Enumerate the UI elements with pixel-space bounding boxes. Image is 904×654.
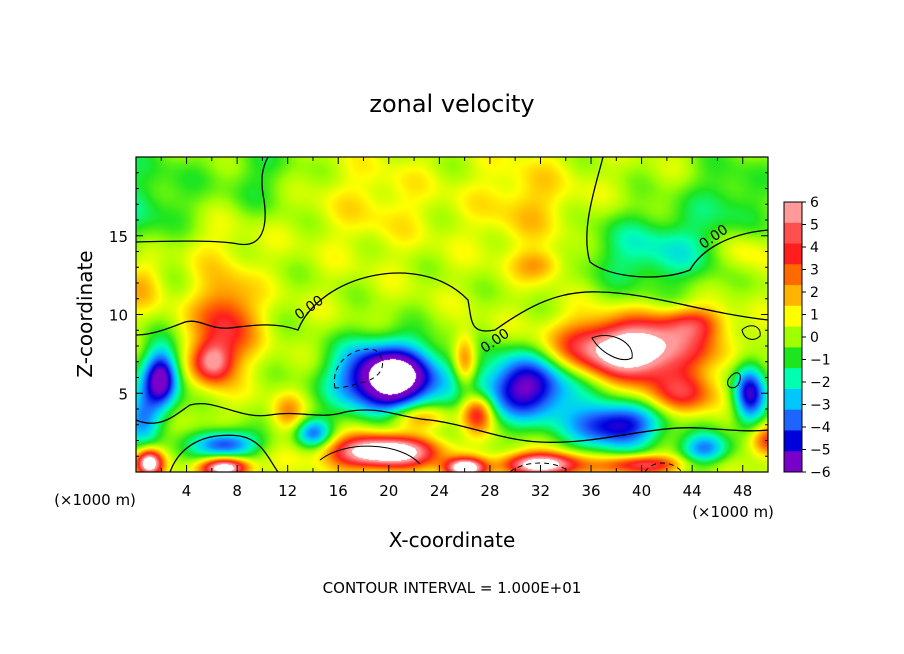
dashed-contour-1 bbox=[333, 348, 384, 389]
plot-area: 0.000.000.00 4 8 12 16 20 24 28 32 36 40 44 48 5101… bbox=[109, 156, 769, 500]
x-axis-ticks: 4 8 12 16 20 24 28 32 36 40 44 48 bbox=[160, 157, 752, 500]
colorbar-tick-label: −2 bbox=[810, 375, 831, 391]
solid-contour-4 bbox=[741, 325, 761, 340]
colorbar-swatch bbox=[784, 222, 802, 245]
x-units-right: (×1000 m) bbox=[692, 503, 774, 521]
colorbar: 6 5 4 3 2 1 0 −1 −2 −3 −4 −5 −6 bbox=[783, 195, 831, 481]
colorbar-tick-label: −3 bbox=[810, 398, 831, 414]
colorbar-swatch bbox=[784, 430, 802, 452]
colorbar-swatch bbox=[784, 243, 802, 265]
colorbar-swatch bbox=[784, 409, 802, 431]
colorbar-tick-label: −1 bbox=[810, 353, 831, 369]
colorbar-tick-label: 0 bbox=[810, 330, 819, 346]
solid-contour-3 bbox=[727, 372, 741, 389]
zero-contour-top bbox=[136, 157, 269, 246]
zero-contour-middle bbox=[136, 272, 768, 336]
colorbar-tick-label: −5 bbox=[810, 443, 831, 459]
colorbar-swatch bbox=[784, 368, 802, 390]
colorbar-swatch bbox=[784, 451, 802, 473]
x-units-left: (×1000 m) bbox=[54, 491, 136, 509]
y-axis-label: Z-coordinate bbox=[73, 250, 97, 377]
colorbar-swatch bbox=[784, 285, 802, 307]
x-tick-label: 40 bbox=[632, 482, 651, 500]
colorbar-tick-label: 1 bbox=[810, 308, 819, 324]
solid-contour-1 bbox=[591, 335, 633, 360]
colorbar-tick-label: −6 bbox=[810, 465, 831, 481]
x-tick-label: 48 bbox=[733, 482, 752, 500]
colorbar-tick-label: 3 bbox=[810, 263, 819, 279]
colorbar-swatch bbox=[784, 202, 802, 224]
colorbar-swatch bbox=[784, 305, 802, 328]
colorbar-swatch bbox=[784, 264, 802, 286]
colorbar-tick-label: 6 bbox=[810, 195, 819, 211]
colorbar-swatch bbox=[784, 347, 802, 369]
colorbar-tick-label: 4 bbox=[810, 240, 819, 256]
y-tick-label: 15 bbox=[109, 228, 128, 246]
zero-contour-top-right bbox=[586, 157, 768, 278]
solid-contour-2 bbox=[319, 445, 421, 465]
colorbar-tick-label: 5 bbox=[810, 218, 819, 234]
zero-contour-bottom bbox=[169, 434, 279, 472]
colorbar-swatch bbox=[784, 388, 802, 411]
colorbar-tick-label: −4 bbox=[810, 420, 831, 436]
heatmap-raster bbox=[136, 157, 768, 472]
zero-contour-lower bbox=[136, 403, 768, 443]
x-tick-label: 8 bbox=[232, 482, 242, 500]
chart-title: zonal velocity bbox=[369, 90, 534, 118]
x-tick-label: 4 bbox=[182, 482, 192, 500]
x-tick-label: 24 bbox=[430, 482, 449, 500]
x-tick-label: 28 bbox=[480, 482, 499, 500]
contour-lines bbox=[136, 157, 768, 472]
x-axis-label: X-coordinate bbox=[389, 528, 516, 552]
colorbar-swatch bbox=[784, 326, 802, 348]
contour-interval-footer: CONTOUR INTERVAL = 1.000E+01 bbox=[323, 579, 582, 597]
x-tick-label: 44 bbox=[683, 482, 702, 500]
x-tick-label: 36 bbox=[581, 482, 600, 500]
y-axis-ticks: 5 10 15 bbox=[109, 172, 768, 457]
y-tick-label: 5 bbox=[118, 385, 128, 403]
x-tick-label: 16 bbox=[329, 482, 348, 500]
x-tick-label: 20 bbox=[379, 482, 398, 500]
x-tick-label: 12 bbox=[278, 482, 297, 500]
y-tick-label: 10 bbox=[109, 307, 128, 325]
x-tick-label: 32 bbox=[531, 482, 550, 500]
colorbar-tick-label: 2 bbox=[810, 285, 819, 301]
dashed-contour-3 bbox=[644, 462, 683, 472]
